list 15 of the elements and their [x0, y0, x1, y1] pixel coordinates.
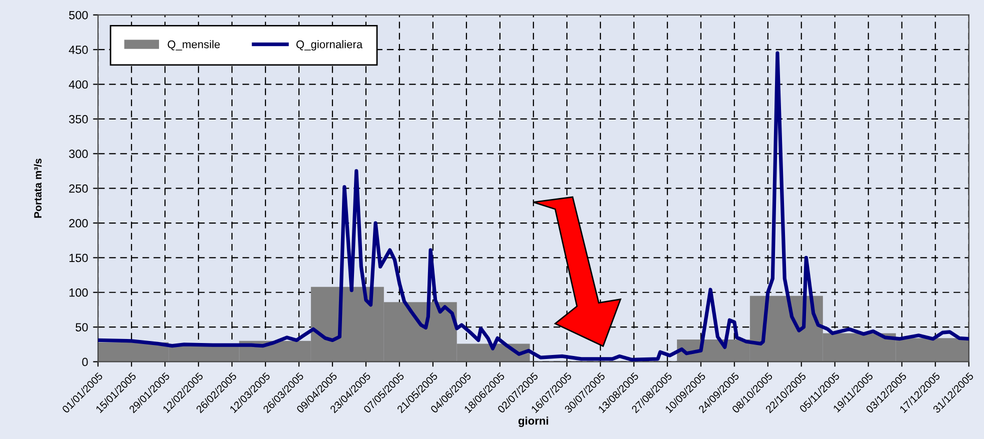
y-tick-label: 50 [76, 323, 88, 332]
y-tick-label: 400 [68, 80, 88, 89]
y-tick-label: 200 [69, 219, 88, 228]
legend-label: Q_giornaliera [296, 40, 363, 50]
y-axis-title: Portata m³/s [34, 158, 42, 218]
legend-label: Q_mensile [168, 40, 220, 50]
x-axis-title: giorni [518, 416, 548, 427]
y-tick-label: 300 [69, 150, 88, 158]
y-tick-label: 350 [69, 115, 88, 124]
y-tick-label: 150 [69, 254, 88, 262]
y-tick-label: 450 [68, 46, 88, 54]
y-tick-label: 0 [82, 358, 88, 366]
y-tick-label: 250 [69, 184, 88, 193]
y-tick-label: 100 [69, 288, 88, 297]
y-tick-label: 500 [69, 10, 88, 20]
